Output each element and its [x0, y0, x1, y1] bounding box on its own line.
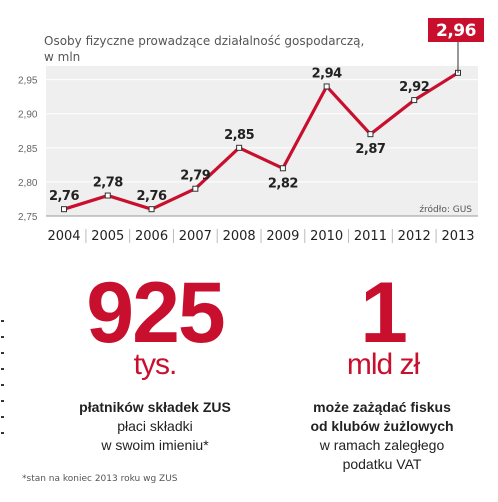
- y-tick-label: 2,90: [18, 110, 38, 121]
- y-tick-label: 2,80: [18, 178, 38, 189]
- stat-number-payers: 925: [86, 265, 226, 361]
- series-line: [63, 71, 459, 211]
- data-label: 2,82: [268, 176, 298, 191]
- stat-unit-vat: mld zł: [346, 348, 420, 381]
- y-tick-label: 2,85: [18, 144, 38, 155]
- stat-line-bold: może zażądać fiskus: [313, 399, 451, 415]
- x-tick-label: 2010: [310, 229, 343, 244]
- data-labels: 2,76 2,78 2,76 2,79 2,85 2,82 2,94 2,87 2,92 2,96: [49, 18, 484, 204]
- x-axis: 2004 2005 2006 2007 2008 2009 2010 2011 2012 2013: [47, 229, 475, 244]
- data-label: 2,76: [137, 189, 168, 204]
- x-tick-label: 2011: [354, 229, 387, 244]
- data-point: [411, 97, 418, 104]
- data-point: [192, 185, 199, 192]
- highlight-label-box: [428, 18, 484, 42]
- x-tick-label: 2006: [135, 229, 168, 244]
- data-label: 2,87: [355, 142, 386, 157]
- stat-line-bold: od klubów żużlowych: [310, 418, 454, 434]
- stat-description-vat: może zażądać fiskus od klubów żużlowych …: [262, 398, 498, 474]
- data-label: 2,79: [180, 169, 211, 184]
- grid: [46, 79, 478, 217]
- y-axis: 2,75 2,80 2,85 2,90 2,95: [18, 76, 38, 223]
- edge-text-fragment: [0, 320, 6, 470]
- chart-subtitle: w mln: [44, 50, 80, 64]
- stat-line: płaci składki: [117, 418, 193, 434]
- y-tick-label: 2,75: [18, 212, 38, 223]
- x-tick-label: 2005: [91, 229, 124, 244]
- data-label: 2,78: [93, 176, 124, 191]
- data-points: [61, 69, 461, 213]
- data-point: [104, 192, 111, 199]
- stat-number-vat: 1: [360, 265, 408, 361]
- y-tick-label: 2,95: [18, 76, 38, 87]
- data-point: [279, 165, 286, 172]
- data-label: 2,76: [49, 189, 80, 204]
- data-point: [323, 83, 330, 90]
- footnote: *stan na koniec 2013 roku wg ZUS: [22, 474, 178, 484]
- line-chart: Osoby fizyczne prowadzące działalność go…: [18, 18, 484, 244]
- stat-line: podatku VAT: [342, 456, 422, 472]
- data-label: 2,94: [312, 66, 343, 81]
- chart-title: Osoby fizyczne prowadzące działalność go…: [44, 34, 364, 48]
- x-tick-label: 2008: [223, 229, 256, 244]
- data-point: [236, 144, 243, 151]
- stat-line: w swoim imieniu*: [101, 437, 209, 453]
- data-point: [367, 131, 374, 138]
- plot-area: [46, 66, 478, 216]
- x-tick-label: 2013: [441, 229, 474, 244]
- stat-line: w ramach zaległego: [319, 437, 445, 453]
- data-point: [148, 206, 155, 213]
- data-label: 2,85: [224, 128, 255, 143]
- x-tick-label: 2012: [398, 229, 431, 244]
- x-tick-label: 2009: [266, 229, 299, 244]
- x-tick-label: 2004: [47, 229, 80, 244]
- data-label-highlight: 2,96: [436, 21, 476, 41]
- stat-description-payers: płatników składek ZUS płaci składki w sw…: [25, 398, 285, 455]
- stat-unit-payers: tys.: [133, 348, 178, 381]
- data-point: [61, 206, 67, 213]
- stat-line-bold: płatników składek ZUS: [79, 399, 231, 415]
- data-label: 2,92: [399, 80, 429, 95]
- source-note: źródło: GUS: [419, 204, 472, 215]
- x-tick-label: 2007: [179, 229, 212, 244]
